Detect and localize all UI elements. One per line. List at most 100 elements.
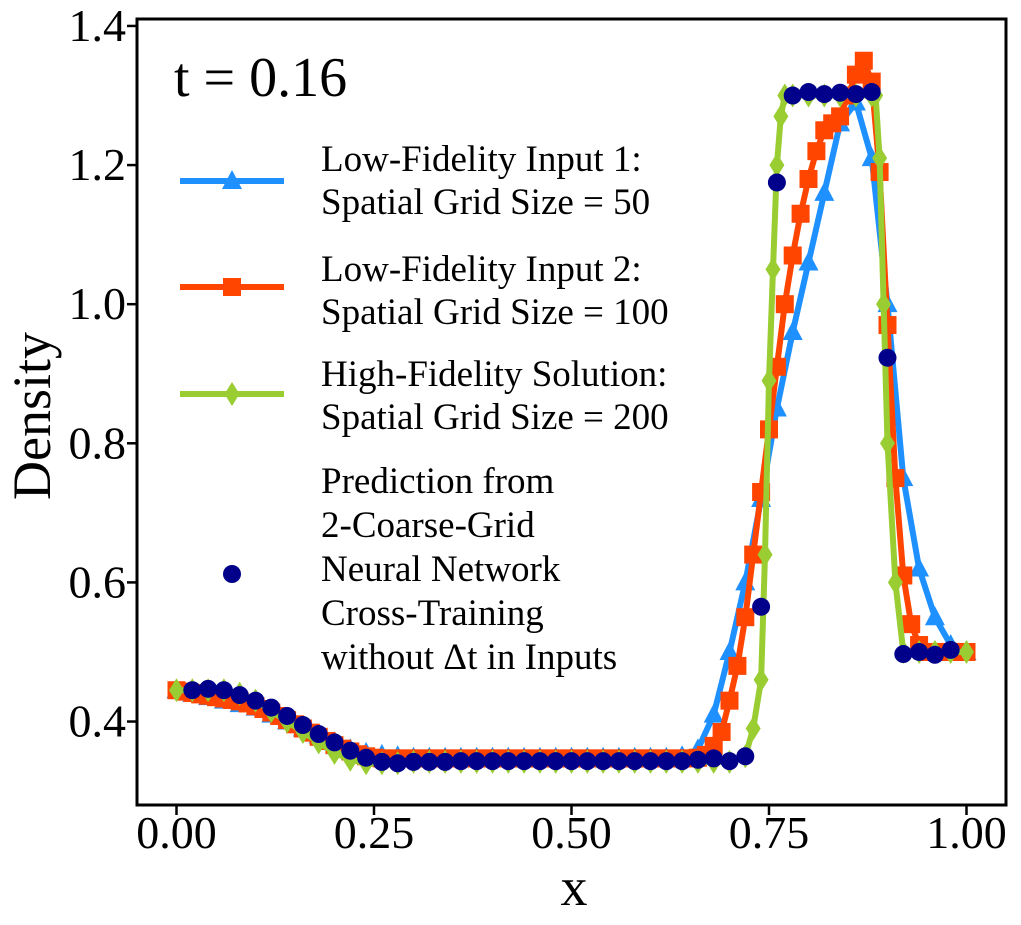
y-axis-label: Density bbox=[2, 332, 62, 500]
data-point bbox=[230, 686, 249, 705]
x-axis-label: x bbox=[561, 857, 588, 917]
data-point bbox=[765, 257, 781, 282]
data-point bbox=[278, 706, 297, 725]
data-point bbox=[673, 752, 692, 771]
data-point bbox=[878, 348, 897, 367]
data-point bbox=[657, 752, 676, 771]
legend-label: Prediction from 2-Coarse-Grid Neural Netwo… bbox=[321, 461, 617, 678]
legend-entry: Low-Fidelity Input 2: Spatial Grid Size =… bbox=[180, 249, 669, 333]
x-tick-label: 0.75 bbox=[729, 807, 810, 858]
data-point bbox=[720, 752, 739, 771]
data-point bbox=[169, 678, 184, 703]
data-point bbox=[798, 251, 819, 271]
data-point bbox=[451, 752, 470, 771]
data-point bbox=[246, 691, 265, 710]
data-point bbox=[876, 292, 892, 317]
data-point bbox=[293, 716, 312, 735]
data-point bbox=[357, 748, 376, 767]
y-tick-label: 0.4 bbox=[69, 696, 127, 747]
data-point bbox=[941, 640, 960, 659]
time-annotation: t = 0.16 bbox=[174, 47, 347, 109]
legend-marker bbox=[223, 278, 241, 296]
data-point bbox=[736, 747, 755, 766]
data-point bbox=[753, 667, 769, 692]
data-point bbox=[782, 321, 803, 341]
data-point bbox=[757, 542, 773, 567]
data-point bbox=[562, 752, 581, 771]
data-point bbox=[959, 639, 974, 664]
data-point bbox=[483, 752, 502, 771]
data-point bbox=[744, 545, 763, 564]
x-tick-label: 0.25 bbox=[334, 807, 415, 858]
legend-label: High-Fidelity Solution: Spatial Grid Size… bbox=[321, 354, 669, 438]
data-point bbox=[341, 741, 360, 760]
data-point bbox=[262, 698, 281, 717]
y-tick-label: 1.0 bbox=[69, 278, 127, 329]
data-point bbox=[625, 752, 644, 771]
legend: Low-Fidelity Input 1: Spatial Grid Size =… bbox=[180, 139, 669, 678]
data-point bbox=[515, 752, 534, 771]
data-point bbox=[925, 645, 944, 664]
y-tick-label: 1.2 bbox=[69, 139, 127, 190]
x-tick-label: 0.50 bbox=[531, 807, 612, 858]
data-point bbox=[815, 85, 834, 104]
data-point bbox=[783, 86, 802, 105]
data-point bbox=[388, 754, 407, 773]
data-point bbox=[909, 557, 930, 577]
data-point bbox=[831, 83, 850, 102]
legend-entry: High-Fidelity Solution: Spatial Grid Size… bbox=[180, 354, 669, 438]
data-point bbox=[854, 51, 873, 70]
data-point bbox=[578, 752, 597, 771]
data-point bbox=[752, 597, 771, 616]
data-point bbox=[704, 736, 723, 755]
data-point bbox=[372, 752, 391, 771]
y-tick-label: 0.6 bbox=[69, 556, 127, 607]
x-tick-label: 1.00 bbox=[926, 807, 1007, 858]
data-point bbox=[712, 722, 731, 741]
data-point bbox=[183, 681, 202, 700]
data-point bbox=[846, 65, 865, 84]
data-point bbox=[594, 752, 613, 771]
axis-layer: 0.00 0.25 0.50 0.75 1.00 0.4 0.6 0.8 1.0 1.2 1.4 bbox=[69, 0, 1007, 858]
data-point bbox=[720, 691, 739, 710]
data-point bbox=[719, 640, 740, 660]
legend-label: Low-Fidelity Input 2: Spatial Grid Size =… bbox=[321, 249, 669, 333]
data-point bbox=[704, 749, 723, 768]
data-point bbox=[436, 752, 455, 771]
data-point bbox=[609, 752, 628, 771]
data-point bbox=[420, 752, 439, 771]
legend-entry: Low-Fidelity Input 1: Spatial Grid Size =… bbox=[180, 139, 650, 223]
legend-marker bbox=[224, 382, 240, 406]
data-point bbox=[767, 173, 786, 192]
data-point bbox=[872, 146, 888, 171]
data-point bbox=[499, 752, 518, 771]
data-point bbox=[807, 142, 826, 161]
data-point bbox=[641, 752, 660, 771]
data-point bbox=[309, 725, 328, 744]
legend-marker bbox=[223, 565, 241, 583]
data-point bbox=[761, 368, 777, 393]
data-point bbox=[910, 642, 929, 661]
data-point bbox=[799, 169, 818, 188]
y-tick-label: 1.4 bbox=[69, 0, 127, 51]
data-point bbox=[791, 204, 810, 223]
data-point bbox=[546, 752, 565, 771]
data-point bbox=[783, 246, 802, 265]
data-point bbox=[745, 716, 761, 741]
data-point bbox=[894, 645, 913, 664]
x-tick-label: 0.00 bbox=[136, 807, 217, 858]
data-point bbox=[862, 83, 881, 102]
data-point bbox=[728, 656, 747, 675]
data-point bbox=[467, 752, 486, 771]
legend-entry: Prediction from 2-Coarse-Grid Neural Netwo… bbox=[223, 461, 617, 678]
data-point bbox=[530, 752, 549, 771]
data-point bbox=[404, 752, 423, 771]
data-point bbox=[736, 608, 755, 627]
data-point bbox=[799, 83, 818, 102]
data-point bbox=[688, 750, 707, 769]
data-point bbox=[814, 181, 835, 201]
data-point bbox=[880, 431, 895, 456]
legend-marker bbox=[222, 170, 242, 189]
y-tick-label: 0.8 bbox=[69, 417, 127, 468]
